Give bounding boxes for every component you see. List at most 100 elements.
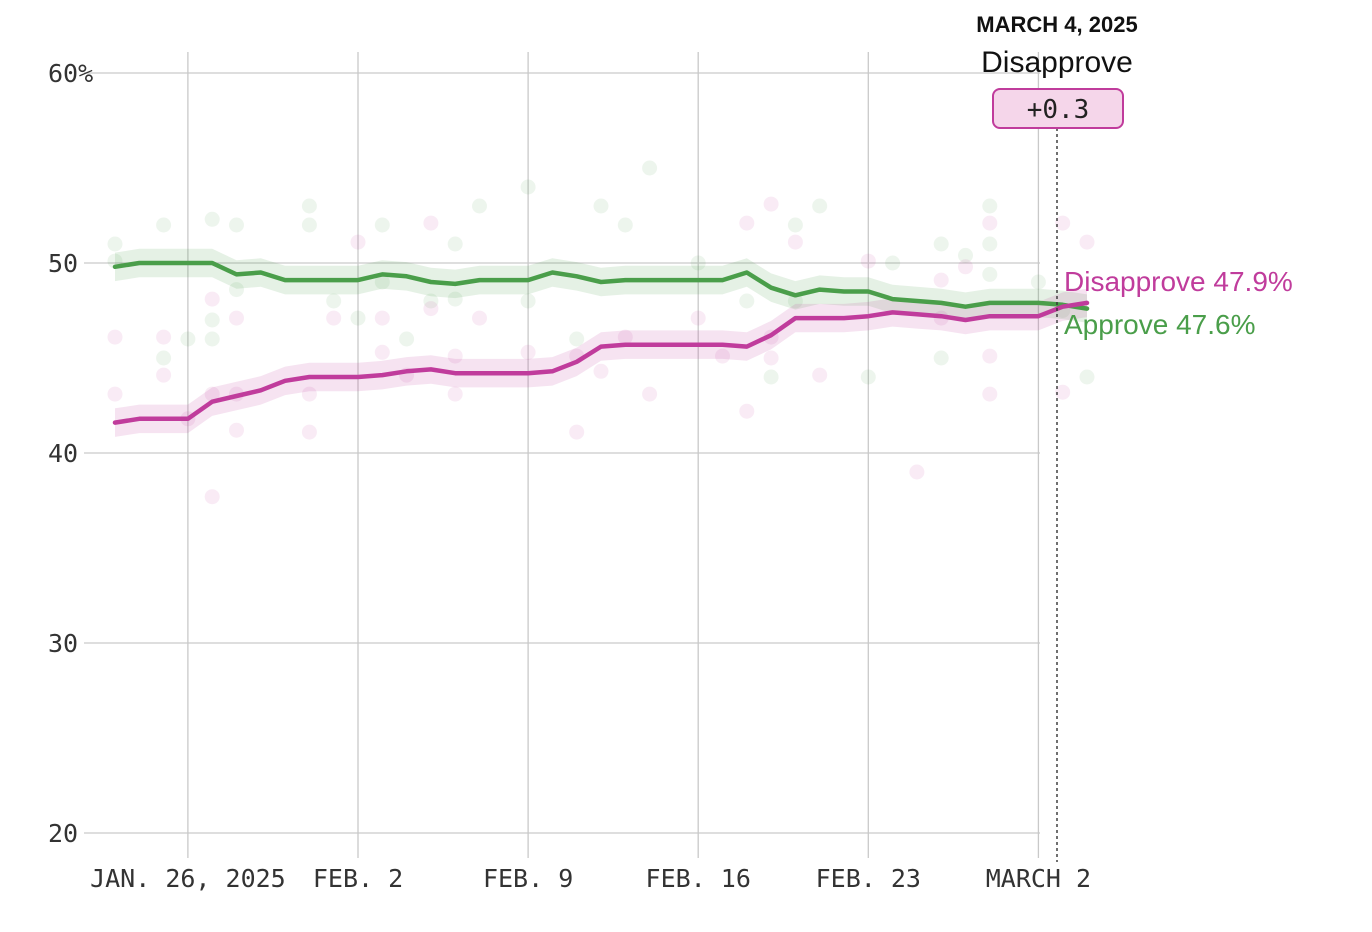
- y-tick-label: 60%: [48, 59, 93, 88]
- disapprove-poll-dot: [229, 422, 244, 438]
- approve-poll-dot: [520, 179, 536, 195]
- hover-series-label: Disapprove: [981, 46, 1133, 79]
- disapprove-poll-dot: [763, 196, 779, 212]
- y-tick-label: 20: [48, 819, 78, 848]
- y-tick-label: 30: [48, 629, 78, 658]
- disapprove-poll-dot: [301, 386, 317, 402]
- disapprove-poll-dot: [204, 291, 220, 307]
- approve-poll-dot: [204, 211, 220, 227]
- approve-poll-dot: [204, 312, 220, 328]
- disapprove-end-label: Disapprove 47.9%: [1064, 266, 1293, 297]
- disapprove-poll-dot: [423, 301, 439, 317]
- disapprove-poll-dot: [156, 329, 172, 345]
- approve-poll-dot: [982, 236, 998, 252]
- disapprove-poll-dot: [229, 310, 244, 326]
- approve-poll-dot: [593, 198, 609, 214]
- approve-poll-dot: [301, 198, 317, 214]
- approve-poll-dot: [156, 217, 172, 233]
- uncertainty-bands: [115, 248, 1087, 437]
- approve-poll-dot: [399, 331, 415, 347]
- disapprove-poll-dot: [1079, 234, 1095, 250]
- disapprove-poll-dot: [690, 310, 706, 326]
- approve-poll-dot: [787, 217, 803, 233]
- disapprove-poll-dot: [374, 310, 390, 326]
- approve-poll-dot: [885, 255, 901, 271]
- poll-dots: [107, 160, 1095, 505]
- x-tick-label: FEB. 16: [646, 864, 751, 893]
- approve-poll-dot: [1030, 274, 1046, 290]
- disapprove-poll-dot: [860, 253, 876, 269]
- hover-marker[interactable]: MARCH 4, 2025 Disapprove +0.3: [976, 12, 1138, 862]
- approve-poll-dot: [763, 369, 779, 385]
- disapprove-poll-dot: [374, 344, 390, 360]
- y-tick-label: 50: [48, 249, 78, 278]
- approve-poll-dot: [569, 331, 585, 347]
- end-labels: Disapprove 47.9% Approve 47.6%: [1064, 266, 1293, 340]
- disapprove-uncertainty-band: [115, 288, 1087, 437]
- approve-poll-dot: [156, 350, 172, 366]
- disapprove-poll-dot: [569, 424, 585, 440]
- disapprove-poll-dot: [617, 329, 633, 345]
- approve-poll-dot: [374, 274, 390, 290]
- disapprove-poll-dot: [812, 367, 828, 383]
- x-tick-label: FEB. 23: [816, 864, 921, 893]
- approve-poll-dot: [982, 266, 998, 282]
- approve-poll-dot: [472, 198, 487, 214]
- approve-poll-dot: [642, 160, 658, 176]
- disapprove-poll-dot: [1055, 384, 1071, 400]
- hover-margin-badge: [992, 88, 1124, 129]
- approve-poll-dot: [374, 217, 390, 233]
- disapprove-poll-dot: [107, 386, 123, 402]
- disapprove-poll-dot: [156, 367, 172, 383]
- approve-poll-dot: [229, 282, 244, 298]
- approve-poll-dot: [301, 217, 317, 233]
- disapprove-poll-dot: [715, 348, 730, 364]
- disapprove-poll-dot: [204, 489, 220, 505]
- approve-poll-dot: [739, 293, 755, 309]
- approve-poll-dot: [520, 293, 536, 309]
- approve-poll-dot: [617, 217, 633, 233]
- disapprove-poll-dot: [982, 215, 998, 231]
- disapprove-poll-dot: [787, 234, 803, 250]
- approve-poll-dot: [1079, 369, 1095, 385]
- y-tick-label: 40: [48, 439, 78, 468]
- disapprove-poll-dot: [1055, 215, 1071, 231]
- approve-poll-dot: [933, 236, 949, 252]
- disapprove-poll-dot: [447, 348, 463, 364]
- disapprove-poll-dot: [204, 386, 220, 402]
- approve-poll-dot: [958, 247, 973, 263]
- approve-poll-dot: [982, 198, 998, 214]
- trend-lines: [112, 260, 1090, 425]
- approve-poll-dot: [860, 369, 876, 385]
- approve-trend-line[interactable]: [112, 260, 1090, 311]
- approve-poll-dot: [107, 236, 123, 252]
- disapprove-poll-dot: [423, 215, 439, 231]
- approve-poll-dot: [229, 217, 244, 233]
- x-tick-label: JAN. 26, 2025: [90, 864, 286, 893]
- disapprove-poll-dot: [982, 348, 998, 364]
- disapprove-poll-dot: [107, 329, 123, 345]
- approve-poll-dot: [204, 331, 220, 347]
- disapprove-trend-line[interactable]: [112, 300, 1090, 425]
- disapprove-poll-dot: [472, 310, 487, 326]
- approve-poll-dot: [787, 293, 803, 309]
- approve-poll-dot: [350, 310, 366, 326]
- approve-poll-dot: [933, 350, 949, 366]
- disapprove-poll-dot: [326, 310, 342, 326]
- hover-margin-value: +0.3: [1027, 95, 1090, 125]
- disapprove-poll-dot: [909, 464, 925, 480]
- disapprove-poll-dot: [739, 215, 755, 231]
- disapprove-poll-dot: [958, 259, 973, 275]
- approve-poll-dot: [812, 198, 828, 214]
- disapprove-poll-dot: [520, 344, 536, 360]
- disapprove-poll-dot: [301, 424, 317, 440]
- disapprove-poll-dot: [350, 234, 366, 250]
- approve-uncertainty-band: [115, 248, 1087, 323]
- approve-poll-dot: [690, 255, 706, 271]
- disapprove-poll-dot: [982, 386, 998, 402]
- x-tick-label: MARCH 2: [986, 864, 1091, 893]
- disapprove-poll-dot: [447, 386, 463, 402]
- axis-tick-labels: 60% 50 40 30 20 JAN. 26, 2025 FEB. 2 FEB. 9 FEB.…: [48, 59, 1091, 893]
